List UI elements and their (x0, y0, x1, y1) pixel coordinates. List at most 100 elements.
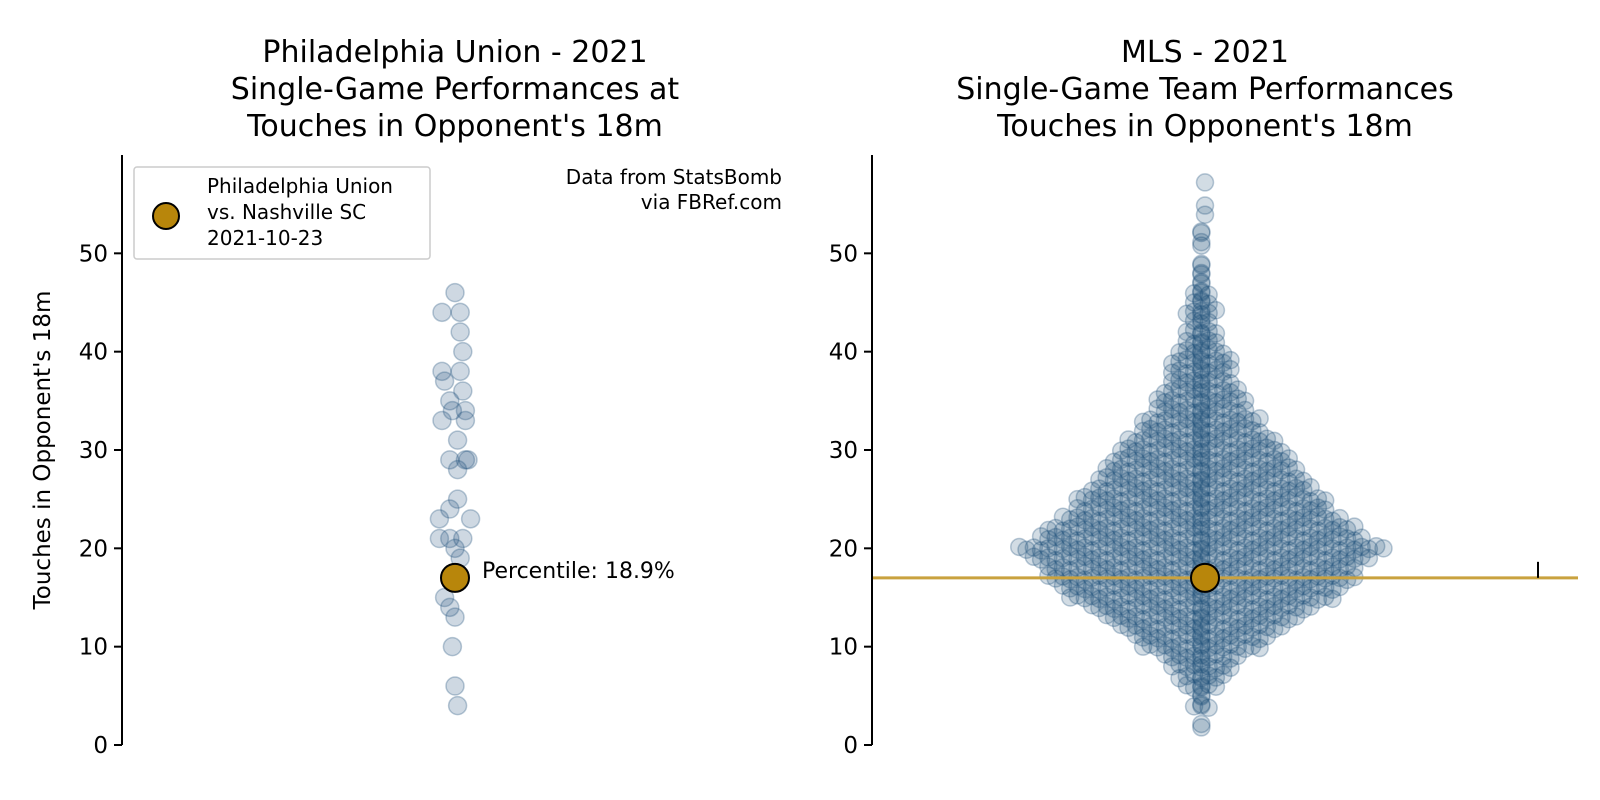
data-point-right-16-36 (1323, 580, 1342, 599)
data-point-right-11-16 (1250, 629, 1269, 649)
data-point-right-37-3 (1184, 371, 1204, 390)
data-point-left-17 (458, 450, 478, 470)
data-point-right-16-15 (1141, 580, 1160, 599)
data-point-right-19-36 (1323, 548, 1342, 567)
data-point-right-4-0 (1192, 696, 1211, 715)
legend-marker (152, 202, 180, 230)
data-point-right-9-3 (1184, 646, 1204, 666)
data-point-right-31-18 (1257, 429, 1277, 449)
data-point-right-27-7 (1170, 471, 1189, 491)
data-point-right-20-5 (1177, 538, 1197, 557)
data-point-right-26-23 (1111, 478, 1131, 497)
data-point-right-29-2 (1199, 450, 1218, 470)
data-point-right-46-1 (1192, 282, 1211, 301)
data-point-right-20-33 (1075, 538, 1095, 557)
data-point-right-18-29 (1090, 557, 1109, 576)
data-point-right-20-36 (1323, 539, 1342, 558)
data-point-right-20-20 (1264, 537, 1284, 556)
data-point-right-32-2 (1199, 423, 1218, 442)
data-point-right-32-13 (1148, 422, 1167, 441)
data-point-right-13-19 (1126, 607, 1146, 626)
data-point-right-13-17 (1133, 609, 1153, 629)
data-point-right-14-30 (1301, 597, 1320, 616)
data-point-right-5-1 (1192, 685, 1211, 705)
data-point-right-27-25 (1104, 470, 1124, 490)
data-point-right-22-31 (1082, 518, 1102, 537)
data-point-left-13 (455, 410, 476, 431)
data-point-right-23-16 (1250, 510, 1269, 529)
data-point-right-12-10 (1228, 619, 1248, 638)
data-point-right-11-1 (1192, 626, 1211, 645)
data-point-right-25-7 (1170, 489, 1189, 509)
data-point-right-22-6 (1213, 518, 1233, 538)
data-point-right-25-25 (1104, 489, 1124, 508)
data-point-right-10-3 (1184, 637, 1204, 656)
data-point-right-26-24 (1279, 481, 1299, 500)
data-point-right-26-2 (1199, 478, 1218, 497)
data-point-right-27-27 (1097, 468, 1116, 487)
data-point-right-20-15 (1141, 539, 1160, 558)
data-point-right-26-14 (1243, 480, 1262, 500)
data-point-right-28-22 (1272, 461, 1291, 480)
data-point-right-9-9 (1162, 647, 1182, 667)
data-point-right-23-26 (1286, 510, 1306, 530)
data-point-right-22-21 (1119, 517, 1138, 536)
data-point-right-19-42 (1345, 549, 1364, 569)
data-point-right-31-20 (1264, 431, 1284, 451)
data-point-right-20-3 (1184, 541, 1204, 560)
data-point-right-18-26 (1286, 556, 1306, 576)
data-point-right-25-18 (1257, 489, 1277, 508)
data-point-right-12-16 (1250, 615, 1269, 635)
data-point-right-33-10 (1228, 412, 1248, 432)
data-point-right-20-16 (1250, 537, 1269, 557)
data-point-right-9-4 (1206, 645, 1226, 664)
data-point-right-22-11 (1155, 521, 1175, 540)
data-point-right-29-15 (1141, 451, 1160, 471)
data-point-right-20-51 (1009, 537, 1029, 557)
data-point-right-24-29 (1090, 497, 1109, 517)
data-point-right-42-4 (1206, 324, 1226, 343)
data-point-right-30-8 (1221, 442, 1240, 462)
data-point-right-25-12 (1235, 487, 1255, 507)
data-point-right-22-9 (1162, 519, 1182, 538)
data-point-right-10-7 (1170, 636, 1189, 656)
data-point-right-14-8 (1221, 598, 1240, 618)
data-point-right-14-17 (1133, 596, 1153, 615)
data-point-right-25-24 (1279, 490, 1299, 510)
data-point-right-22-20 (1264, 518, 1284, 538)
data-point-right-38-4 (1206, 360, 1226, 380)
data-point-right-25-35 (1068, 489, 1087, 509)
data-point-right-17-12 (1235, 570, 1255, 590)
data-point-right-10-12 (1235, 639, 1255, 658)
y-axis-left: 0 10 20 30 40 50 (79, 155, 123, 759)
data-point-right-24-27 (1097, 500, 1116, 519)
chart-title-right: MLS - 2021 Single-Game Team Performances T… (956, 35, 1454, 144)
data-point-right-23-11 (1155, 507, 1175, 527)
data-point-right-23-30 (1301, 510, 1320, 529)
data-point-right-4-3 (1184, 697, 1204, 716)
data-point-right-33-7 (1170, 411, 1189, 431)
data-point-right-11-7 (1170, 627, 1189, 647)
data-point-right-9-7 (1170, 645, 1189, 665)
data-point-right-12-8 (1221, 617, 1240, 636)
data-point-right-13-0 (1192, 609, 1211, 628)
data-point-right-28-0 (1192, 462, 1211, 481)
highlight-point-right (1190, 562, 1220, 593)
data-point-right-15-21 (1119, 586, 1138, 605)
data-point-right-25-10 (1228, 490, 1248, 510)
data-point-right-22-22 (1272, 520, 1291, 540)
data-point-right-20-13 (1148, 537, 1167, 556)
data-point-right-29-12 (1235, 451, 1255, 470)
data-point-right-23-38 (1330, 508, 1350, 528)
data-point-right-26-12 (1235, 478, 1255, 498)
data-point-right-10-9 (1162, 638, 1182, 658)
data-point-right-21-2 (1199, 528, 1218, 548)
data-point-right-28-3 (1184, 458, 1204, 477)
data-point-right-21-33 (1075, 529, 1095, 548)
data-point-right-26-1 (1192, 479, 1211, 498)
data-point-right-35-0 (1192, 393, 1211, 413)
data-point-right-25-16 (1250, 491, 1269, 511)
data-point-left-8 (453, 381, 473, 401)
data-point-right-47-1 (1192, 272, 1211, 292)
data-point-right-20-12 (1235, 538, 1255, 557)
